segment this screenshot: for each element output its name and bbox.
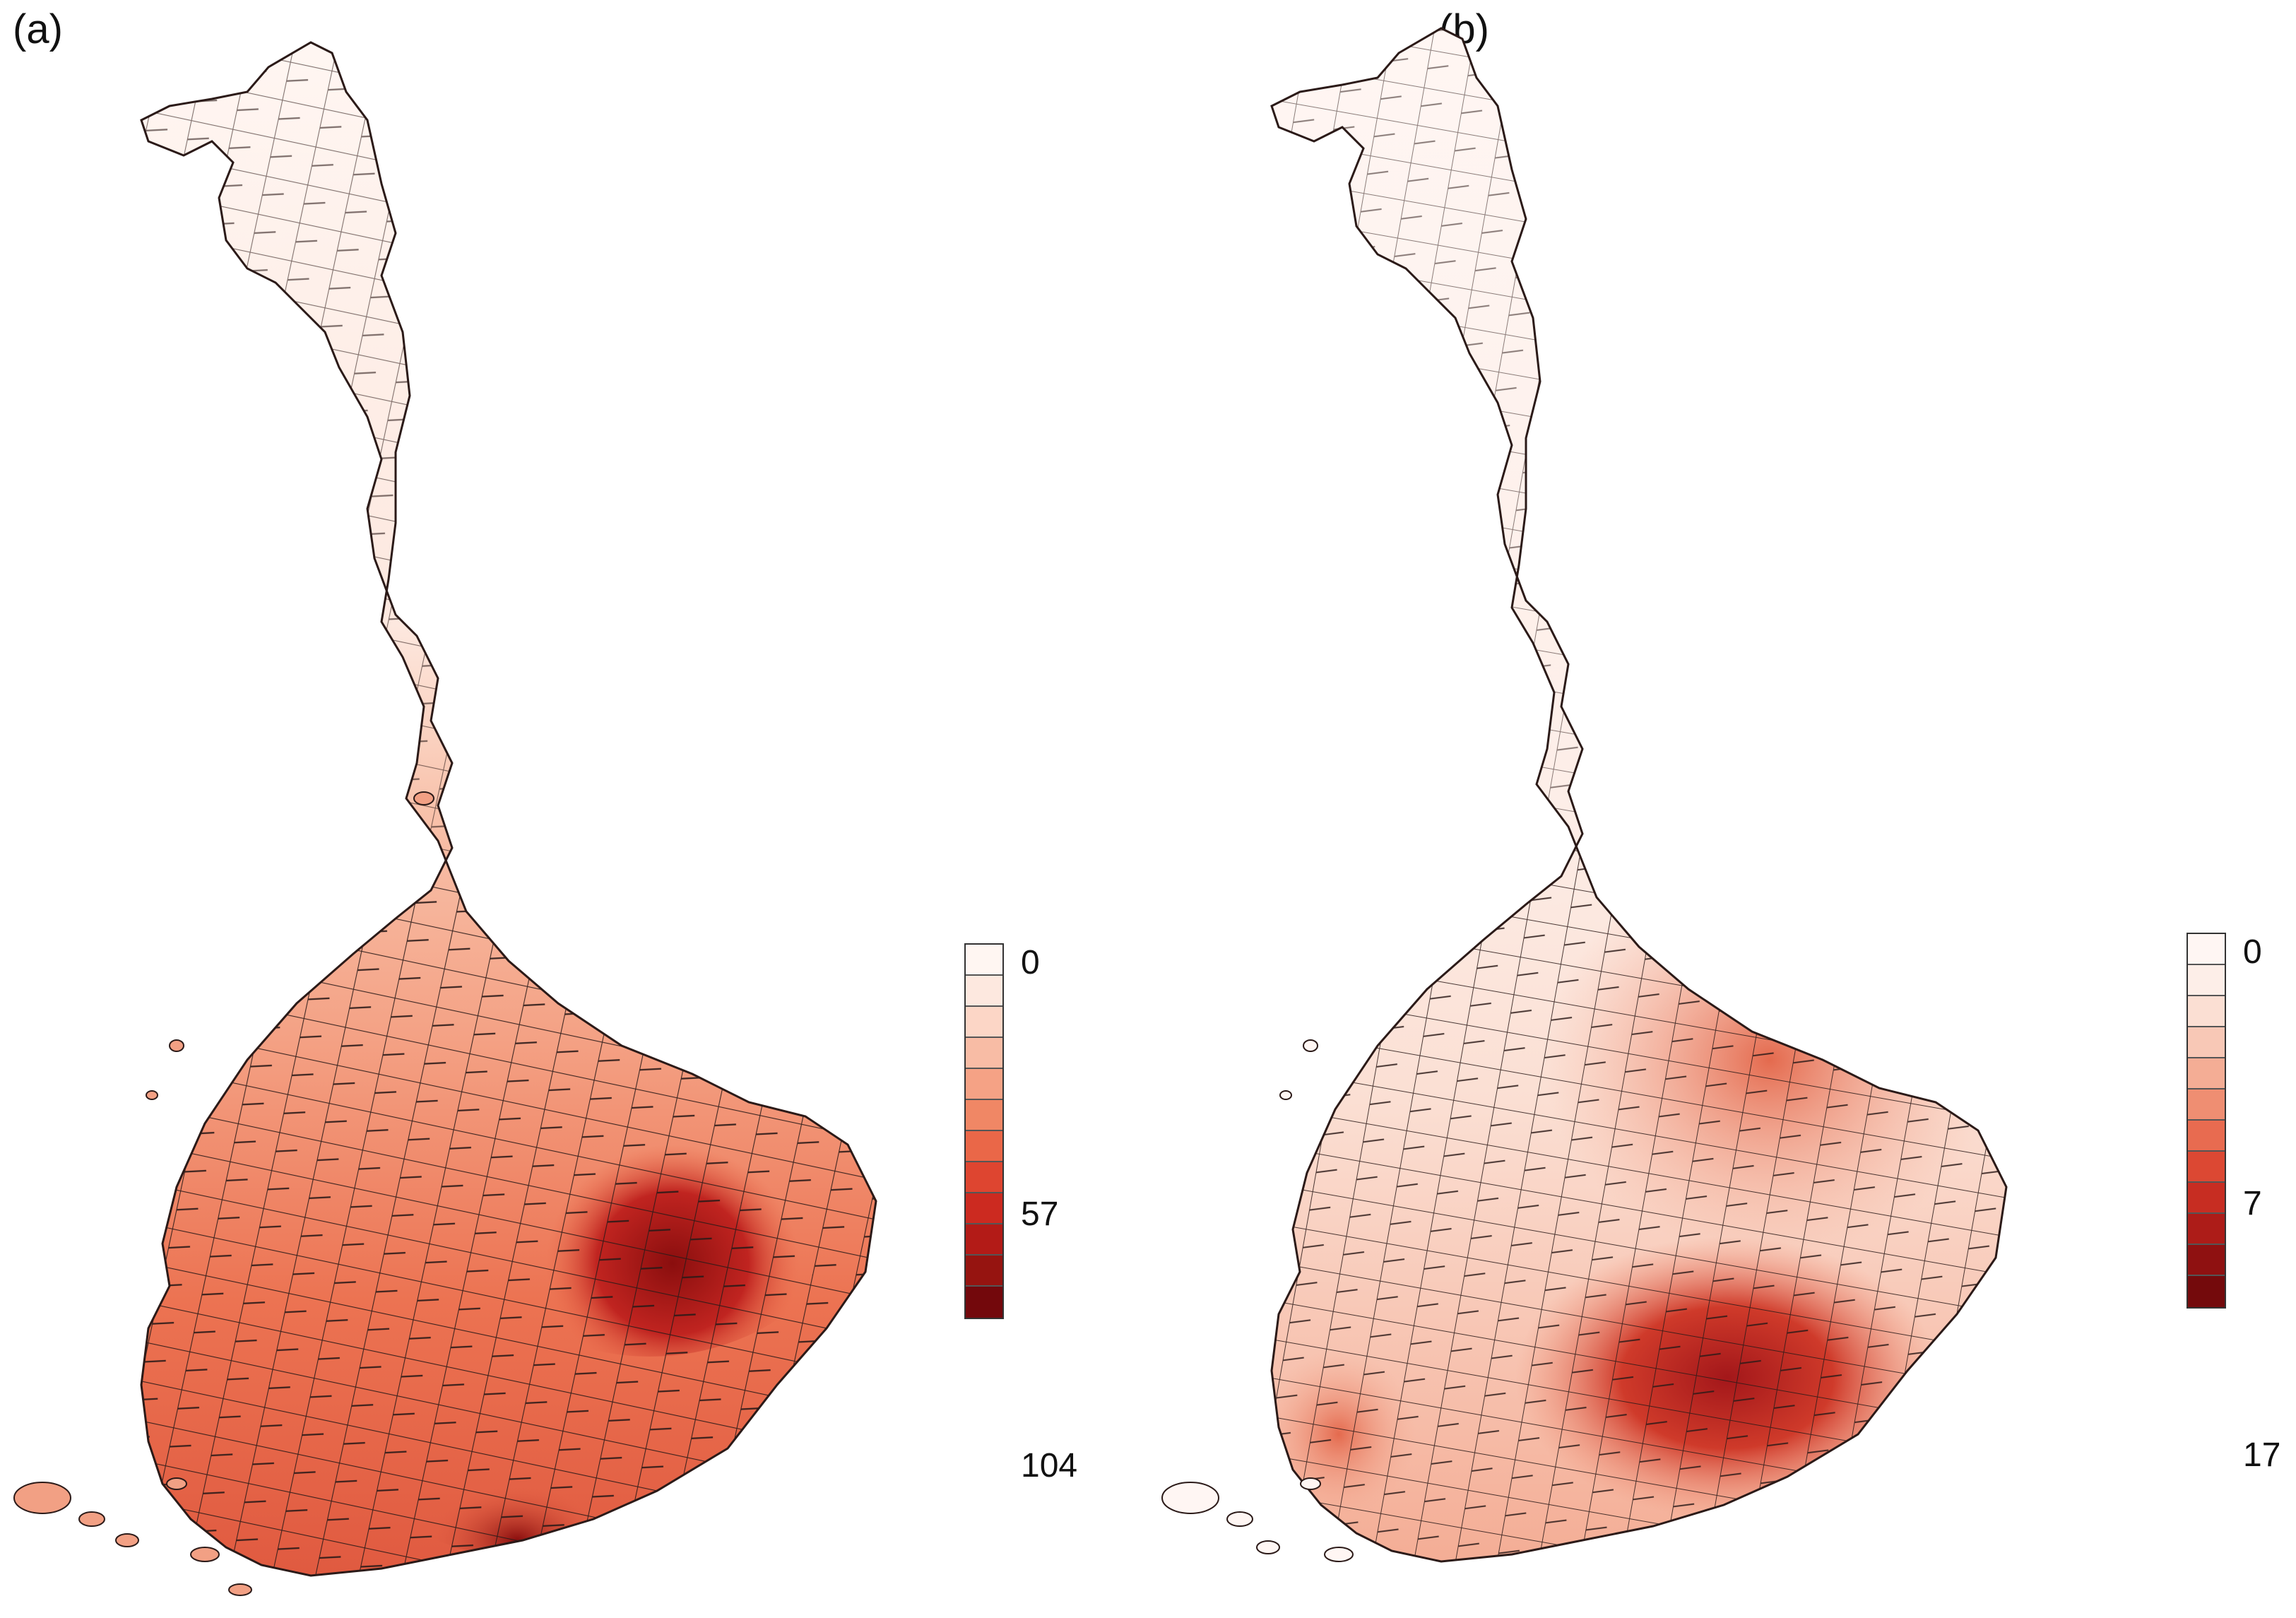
- legend-tick: 17: [2243, 1436, 2281, 1474]
- legend-swatch: [2188, 1027, 2225, 1058]
- panel-b: (b): [1148, 0, 2296, 1618]
- choropleth-map-a: [13, 41, 877, 1596]
- legend-swatch: [966, 1256, 1002, 1287]
- legend-swatch: [2188, 1183, 2225, 1214]
- legend-swatch: [2188, 996, 2225, 1027]
- legend-swatch: [2188, 1090, 2225, 1121]
- legend-swatch: [2188, 1245, 2225, 1276]
- panel-label: (a): [13, 6, 63, 52]
- choropleth-map-b: [1161, 27, 2008, 1563]
- legend-swatch: [2188, 1152, 2225, 1183]
- legend-swatch: [966, 1100, 1002, 1131]
- legend-swatch: [966, 1162, 1002, 1193]
- legend-swatch: [2188, 1121, 2225, 1152]
- legend-swatch: [2188, 1214, 2225, 1245]
- legend-swatch: [2188, 934, 2225, 965]
- legend-swatch: [966, 1287, 1002, 1318]
- legend-tick: 7: [2243, 1185, 2262, 1222]
- legend-swatch: [966, 1007, 1002, 1038]
- legend-tick: 0: [1021, 944, 1040, 981]
- legend-swatch: [966, 1038, 1002, 1069]
- legend-swatch: [966, 945, 1002, 976]
- legend-swatch: [2188, 965, 2225, 996]
- legend-swatch: [966, 1131, 1002, 1162]
- legend-color-bar: [964, 943, 1004, 1319]
- legend-swatch: [966, 1224, 1002, 1256]
- legend-swatch: [2188, 1276, 2225, 1307]
- legend-swatch: [966, 1193, 1002, 1224]
- legend-color-bar: [2186, 933, 2226, 1309]
- legend-swatch: [2188, 1058, 2225, 1090]
- legend-swatch: [966, 1069, 1002, 1100]
- panel-a: (a): [13, 6, 1078, 1596]
- legend-tick: 104: [1021, 1447, 1078, 1484]
- legend-tick: 57: [1021, 1195, 1059, 1233]
- legend-tick: 0: [2243, 933, 2262, 971]
- legend-swatch: [966, 976, 1002, 1007]
